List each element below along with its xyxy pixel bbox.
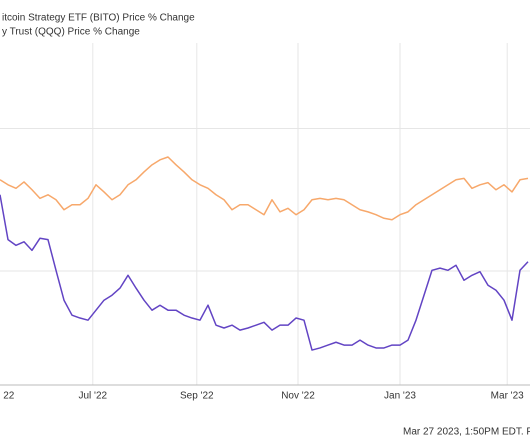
x-tick-label: Jul '22 xyxy=(79,391,108,402)
series-line xyxy=(0,156,529,221)
legend-label: y Trust (QQQ) Price % Change xyxy=(2,27,140,38)
x-tick-label: Nov '22 xyxy=(281,391,315,402)
series-line xyxy=(0,194,529,351)
footer: Mar 27 2023, 1:50PM EDT. Powered xyxy=(403,427,530,438)
x-tick-label: Jan '23 xyxy=(384,391,416,402)
x-tick-label: Sep '22 xyxy=(180,391,214,402)
x-tick-label: 22 xyxy=(3,391,15,402)
legend-label: itcoin Strategy ETF (BITO) Price % Chang… xyxy=(2,13,195,24)
x-tick-label: Mar '23 xyxy=(491,391,524,402)
